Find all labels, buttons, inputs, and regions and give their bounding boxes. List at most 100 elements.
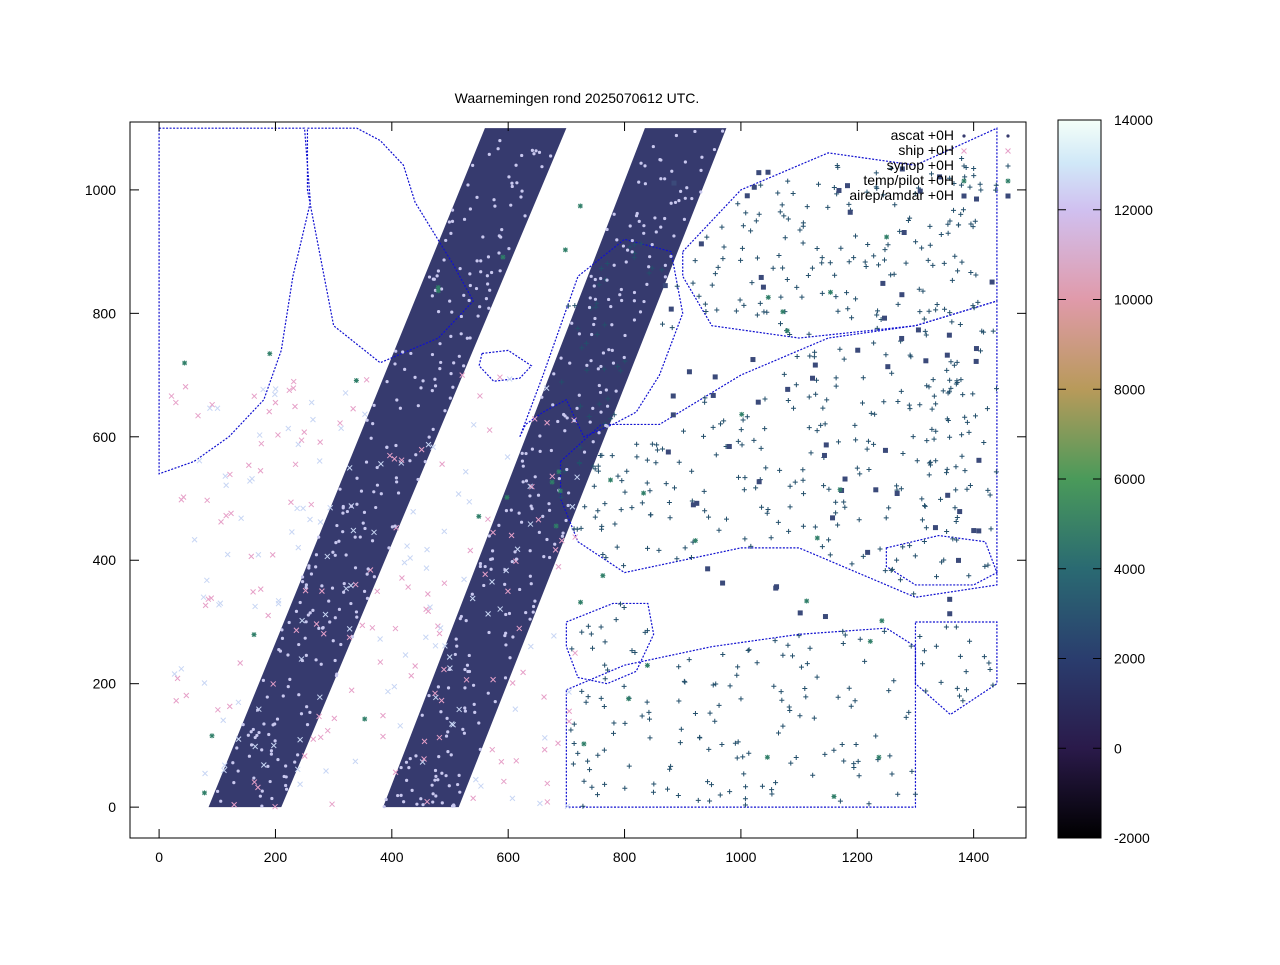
synop-mark — [712, 271, 718, 277]
ship-mark — [401, 559, 408, 566]
synop-mark — [926, 460, 932, 466]
synop-mark — [588, 631, 594, 637]
synop-mark — [972, 218, 978, 224]
synop-mark — [852, 422, 858, 428]
synop-mark — [663, 481, 669, 487]
ascat-mark — [333, 616, 337, 620]
airep-mark — [865, 549, 871, 555]
ascat-mark — [568, 361, 572, 365]
synop-mark — [562, 468, 568, 474]
synop-mark — [787, 483, 793, 489]
synop-mark — [788, 760, 794, 766]
airep-mark — [797, 610, 803, 616]
ascat-mark — [427, 693, 431, 698]
ascat-mark — [468, 336, 472, 340]
ship-mark — [472, 776, 479, 783]
ascat-mark — [408, 757, 412, 761]
ship-mark — [543, 385, 550, 391]
synop-mark — [854, 465, 860, 471]
airep-mark — [750, 357, 756, 363]
ascat-mark — [496, 147, 500, 151]
ascat-mark — [699, 190, 703, 194]
synop-mark — [692, 710, 698, 716]
synop-mark — [659, 446, 665, 452]
ascat-mark — [436, 778, 440, 782]
ascat-mark — [471, 163, 475, 167]
ascat-mark — [593, 277, 597, 282]
synop-mark — [866, 467, 872, 473]
coastline-north-africa — [565, 627, 917, 808]
synop-mark — [958, 377, 964, 383]
colorbar-tick-label: 8000 — [1114, 381, 1145, 397]
synop-mark — [580, 803, 586, 809]
ship-mark — [478, 783, 484, 789]
synop-mark — [812, 524, 818, 530]
ascat-mark — [468, 207, 472, 211]
synop-mark — [944, 416, 950, 422]
ship-mark — [359, 622, 366, 629]
synop-mark — [621, 605, 627, 611]
ship-mark — [555, 563, 562, 570]
synop-mark — [938, 496, 944, 502]
synop-mark — [958, 211, 964, 217]
synop-mark — [596, 401, 602, 407]
synop-mark — [602, 662, 608, 668]
ship-mark — [209, 401, 216, 408]
ship-mark — [500, 778, 507, 785]
ascat-mark — [251, 727, 255, 732]
temp-pilot-mark — [353, 377, 359, 383]
ascat-mark — [353, 535, 357, 539]
ship-mark — [226, 703, 233, 710]
ascat-mark — [434, 794, 438, 798]
synop-mark — [952, 505, 958, 511]
synop-mark — [734, 672, 740, 678]
ascat-mark — [475, 195, 479, 199]
ascat-mark — [475, 259, 479, 263]
ascat-mark — [430, 352, 435, 357]
ascat-mark — [582, 450, 587, 454]
airep-mark — [957, 509, 963, 515]
synop-mark — [931, 436, 937, 442]
ascat-mark — [532, 152, 536, 156]
ascat-mark — [559, 356, 563, 360]
ship-mark — [294, 766, 301, 773]
synop-mark — [833, 383, 839, 389]
synop-mark — [632, 250, 638, 256]
synop-mark — [968, 221, 974, 227]
ascat-mark — [515, 181, 519, 185]
synop-mark — [771, 683, 777, 689]
ascat-mark — [682, 217, 687, 222]
synop-mark — [826, 537, 832, 543]
ascat-mark — [514, 163, 518, 167]
synop-mark — [647, 735, 653, 741]
ascat-mark — [396, 793, 400, 798]
ship-mark — [363, 376, 370, 383]
synop-mark — [855, 758, 861, 764]
synop-mark — [889, 370, 895, 376]
ship-mark — [182, 383, 189, 390]
synop-mark — [841, 499, 847, 505]
ship-mark — [216, 601, 222, 608]
ascat-mark — [577, 332, 581, 336]
synop-mark — [785, 397, 791, 403]
ascat-mark — [607, 297, 611, 302]
synop-mark — [720, 652, 726, 658]
synop-mark — [874, 312, 880, 318]
synop-mark — [733, 308, 739, 314]
synop-mark — [966, 429, 972, 435]
ascat-mark — [236, 769, 240, 773]
ascat-mark — [511, 635, 515, 639]
synop-mark — [814, 246, 820, 252]
ascat-mark — [565, 467, 569, 472]
ascat-mark — [300, 575, 305, 579]
synop-mark — [957, 693, 963, 699]
ship-mark — [288, 499, 294, 506]
synop-mark — [741, 487, 747, 493]
ascat-mark — [477, 721, 481, 725]
ascat-mark — [556, 419, 560, 424]
ascat-mark — [341, 506, 345, 510]
ascat-mark — [365, 418, 369, 422]
ascat-mark — [645, 282, 649, 286]
ascat-mark — [446, 686, 451, 690]
ascat-mark — [303, 636, 307, 640]
